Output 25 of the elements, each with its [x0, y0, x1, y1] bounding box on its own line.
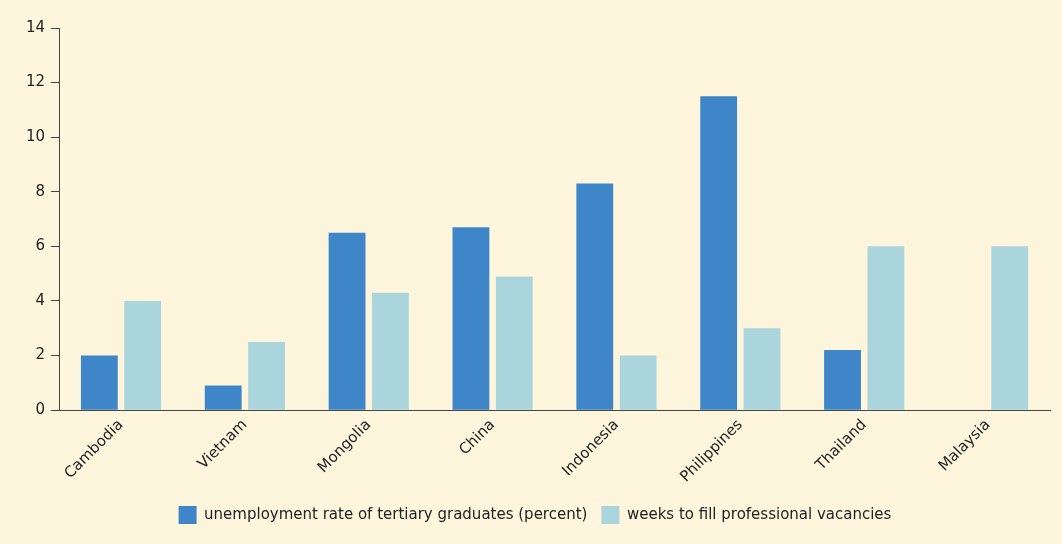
y-tick-label: 10 [25, 127, 46, 146]
bar [328, 232, 366, 410]
bar [495, 276, 533, 410]
bar [991, 246, 1029, 410]
legend-label: unemployment rate of tertiary graduates (percent) [204, 504, 588, 523]
y-tick-label: 0 [35, 400, 46, 419]
legend-label: weeks to fill professional vacancies [626, 504, 892, 523]
y-tick-label: 14 [25, 17, 46, 36]
bar [248, 341, 285, 410]
bar [576, 183, 614, 410]
bar [867, 246, 905, 410]
bar [80, 355, 118, 410]
bar [452, 227, 490, 410]
bar [700, 96, 738, 410]
bar [743, 328, 781, 410]
y-tick-label: 4 [35, 290, 46, 309]
bar [824, 350, 861, 410]
y-tick-label: 8 [35, 181, 46, 200]
y-tick-label: 12 [25, 72, 46, 91]
y-tick-label: 6 [35, 236, 46, 255]
bar [372, 292, 409, 410]
bar [619, 355, 657, 410]
bar [124, 300, 162, 410]
y-tick-label: 2 [35, 345, 46, 364]
bar [204, 385, 242, 410]
